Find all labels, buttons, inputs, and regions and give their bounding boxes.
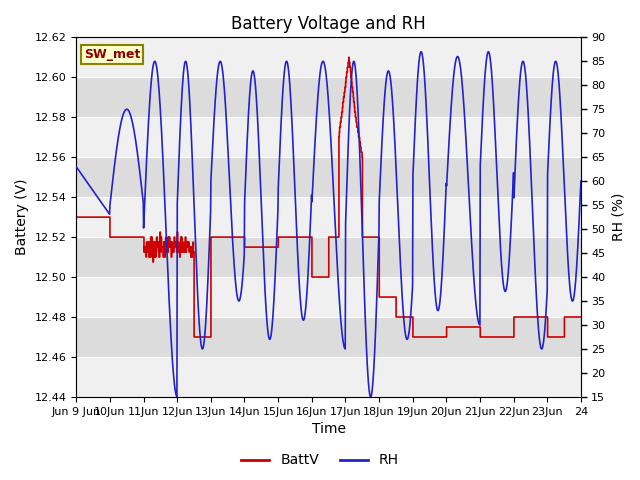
Legend: BattV, RH: BattV, RH: [236, 448, 404, 473]
Y-axis label: Battery (V): Battery (V): [15, 179, 29, 255]
Y-axis label: RH (%): RH (%): [611, 193, 625, 241]
Bar: [76, 237, 581, 277]
Title: Battery Voltage and RH: Battery Voltage and RH: [231, 15, 426, 33]
Bar: [76, 157, 581, 197]
Bar: [76, 37, 581, 77]
Bar: [76, 117, 581, 157]
Bar: [76, 317, 581, 357]
X-axis label: Time: Time: [312, 422, 346, 436]
Bar: [76, 277, 581, 317]
Bar: [76, 77, 581, 117]
Text: SW_met: SW_met: [84, 48, 140, 61]
Bar: [76, 197, 581, 237]
Bar: [76, 357, 581, 397]
